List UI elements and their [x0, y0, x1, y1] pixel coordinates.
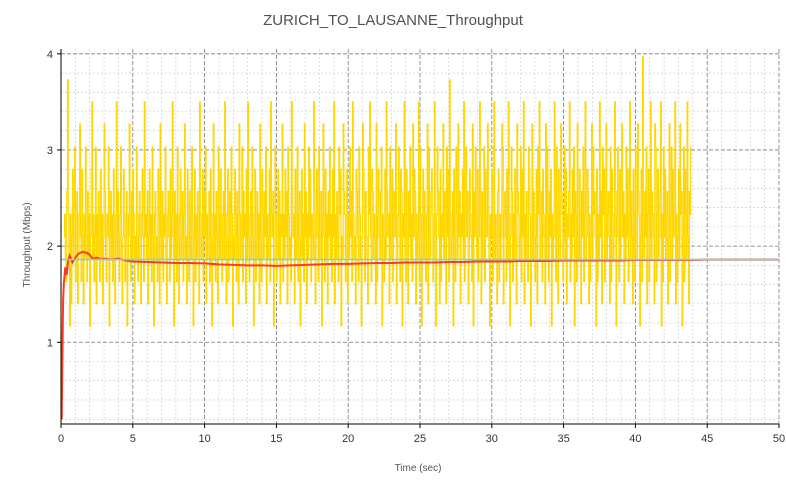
x-tick-label: 0 — [58, 433, 64, 445]
x-tick-label: 30 — [486, 433, 498, 445]
y-tick-label: 3 — [47, 145, 53, 157]
x-tick-label: 45 — [701, 433, 713, 445]
x-tick-label: 25 — [414, 433, 426, 445]
y-axis-label: Throughput (Mbps) — [22, 202, 33, 287]
x-tick-label: 5 — [130, 433, 136, 445]
average-throughput-line — [60, 250, 779, 420]
y-tick-label: 1 — [47, 337, 53, 349]
tick-labels: 0 5 10 15 20 25 30 35 40 45 50 1 2 3 4 — [47, 49, 785, 445]
x-tick-label: 15 — [270, 433, 282, 445]
x-tick-label: 20 — [342, 433, 354, 445]
series-layer — [60, 56, 779, 420]
x-axis-label: Time (sec) — [395, 463, 442, 474]
chart-title: ZURICH_TO_LAUSANNE_Throughput — [263, 12, 523, 29]
axes — [57, 49, 780, 428]
x-tick-label: 50 — [773, 433, 785, 445]
y-tick-label: 4 — [47, 49, 53, 61]
x-tick-label: 40 — [629, 433, 641, 445]
x-tick-label: 35 — [557, 433, 569, 445]
x-tick-label: 10 — [198, 433, 210, 445]
instantaneous-throughput-line — [63, 56, 692, 327]
y-tick-label: 2 — [47, 241, 53, 253]
